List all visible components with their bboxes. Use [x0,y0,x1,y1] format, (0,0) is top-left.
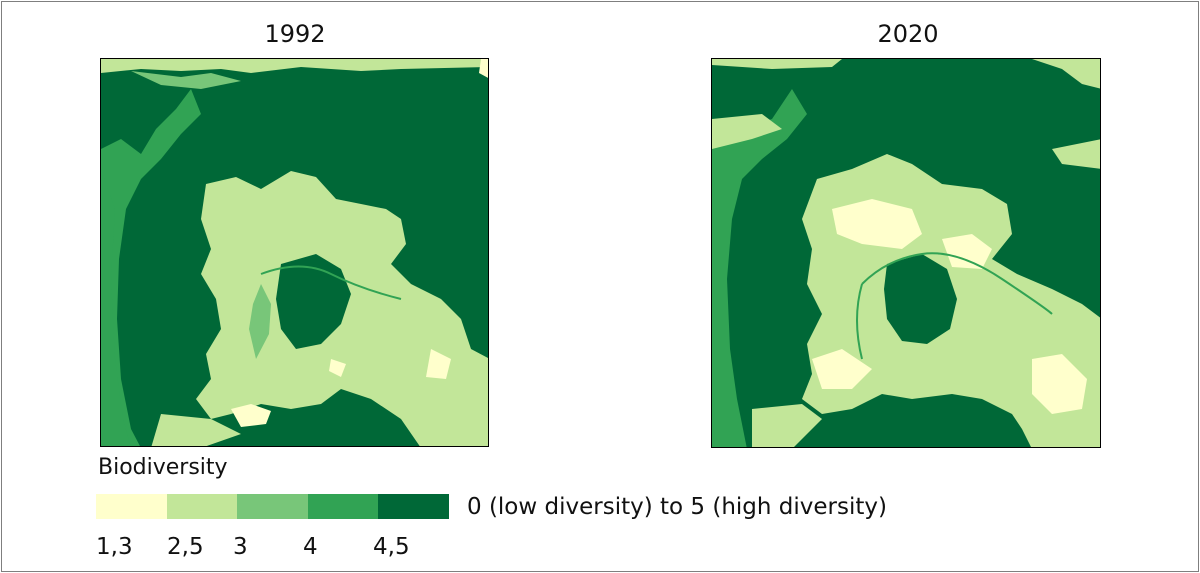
legend-tick-2: 2,5 [167,534,204,560]
legend-tick-5: 4,5 [373,534,410,560]
legend-description: 0 (low diversity) to 5 (high diversity) [467,494,887,520]
legend-tick-1: 1,3 [96,534,133,560]
map-title-2020: 2020 [877,20,939,48]
map-1992-graphic [101,59,488,446]
biodiversity-map-2020 [711,58,1101,448]
legend-title: Biodiversity [98,455,228,480]
legend-swatch-4 [307,494,379,519]
legend-swatch-3 [237,494,308,519]
legend-tick-3: 3 [233,534,248,560]
legend-swatch-1 [96,494,167,519]
legend-tick-4: 4 [303,534,318,560]
biodiversity-map-1992 [100,58,489,447]
legend-swatch-5 [378,494,449,519]
map-title-1992: 1992 [264,20,326,48]
legend-swatch-2 [166,494,238,519]
legend-color-bar [96,494,449,519]
map-2020-graphic [712,59,1100,447]
